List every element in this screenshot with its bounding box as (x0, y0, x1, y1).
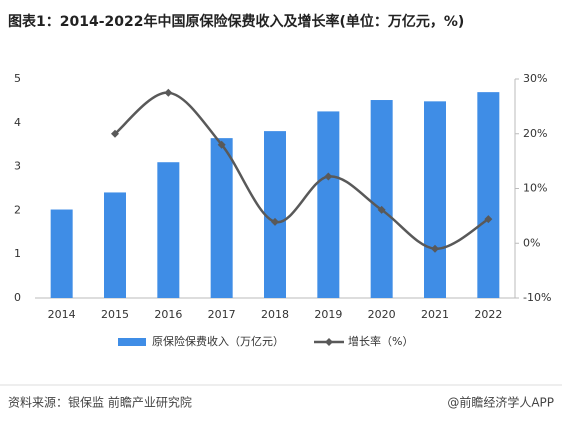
brand: @前瞻经济学人APP (447, 395, 554, 410)
line (114, 91, 489, 250)
y-tick-label: 1 (14, 247, 21, 260)
line-marker (164, 88, 173, 97)
bar (157, 162, 180, 298)
line-marker (271, 217, 279, 226)
y-tick-label: 0 (14, 291, 21, 304)
source: 资料来源：银保监 前瞻产业研究院 (8, 395, 192, 410)
y2-tick-label: 0% (523, 236, 540, 249)
line-marker (431, 244, 439, 253)
line-marker (111, 129, 119, 138)
x-tick-label: 2021 (421, 308, 449, 321)
y-tick-label: 3 (14, 160, 21, 173)
line-marker (377, 205, 386, 214)
y2-tick-label: 30% (523, 72, 547, 85)
bar (264, 131, 286, 298)
legend-label: 原保险保费收入（万亿元） (152, 334, 284, 348)
bar (370, 100, 393, 298)
y-tick-label: 4 (14, 116, 21, 129)
y2-tick-label: 20% (523, 127, 547, 140)
x-tick-label: 2014 (48, 308, 76, 321)
bar (104, 192, 126, 298)
line-marker (217, 140, 226, 149)
bar (317, 111, 340, 298)
legend-swatch (118, 338, 146, 346)
x-tick-label: 2016 (154, 308, 182, 321)
y-tick-label: 2 (14, 203, 21, 216)
x-tick-label: 2017 (208, 308, 236, 321)
line-marker (324, 172, 333, 181)
x-tick-label: 2022 (474, 308, 502, 321)
bar (50, 209, 73, 298)
bar (210, 138, 233, 298)
chart-title: 图表1：2014-2022年中国原保险保费收入及增长率(单位：万亿元，%) (8, 13, 464, 30)
x-tick-label: 2018 (261, 308, 289, 321)
x-tick-label: 2019 (314, 308, 342, 321)
x-tick-label: 2020 (368, 308, 396, 321)
line-marker (484, 215, 493, 224)
legend-label: 增长率（%） (348, 334, 413, 348)
legend-marker (325, 338, 333, 346)
y2-tick-label: 10% (523, 182, 547, 195)
bar (477, 92, 500, 298)
x-tick-label: 2015 (101, 308, 129, 321)
y-tick-label: 5 (14, 72, 21, 85)
bar (424, 101, 446, 298)
y2-tick-label: -10% (523, 291, 551, 304)
